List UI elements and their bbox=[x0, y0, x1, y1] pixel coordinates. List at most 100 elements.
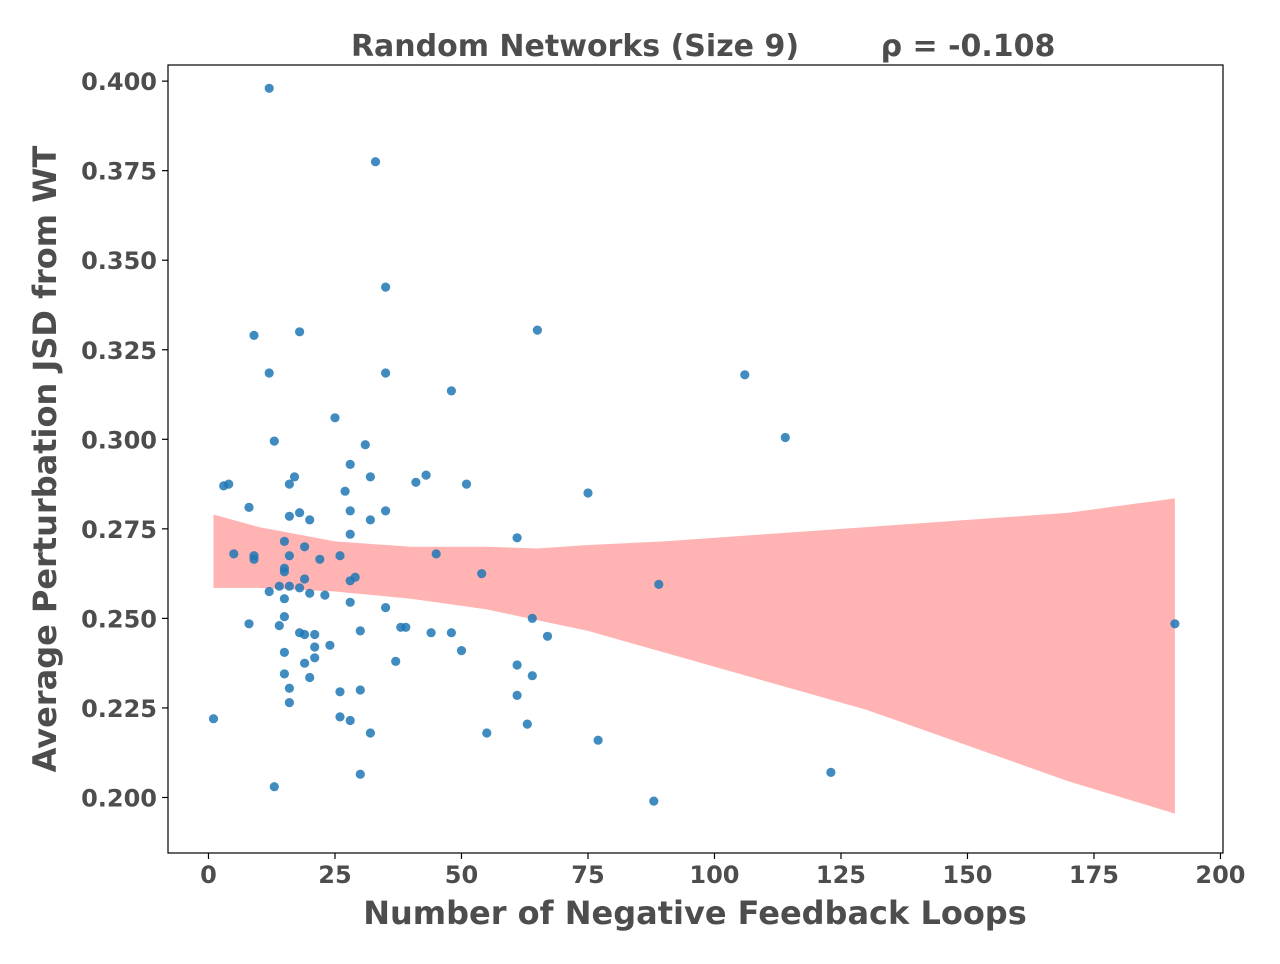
data-point bbox=[269, 782, 279, 792]
data-point bbox=[295, 583, 305, 593]
data-point bbox=[740, 370, 750, 380]
data-point bbox=[300, 542, 310, 552]
data-point bbox=[244, 502, 254, 512]
y-tick-label: 0.250 bbox=[81, 605, 157, 633]
data-point bbox=[305, 515, 315, 525]
data-point bbox=[284, 479, 294, 489]
data-point bbox=[284, 581, 294, 591]
data-point bbox=[300, 574, 310, 584]
data-point bbox=[279, 567, 289, 577]
data-point bbox=[370, 157, 381, 167]
data-point bbox=[512, 533, 522, 543]
x-tick-label: 0 bbox=[200, 861, 217, 889]
data-point bbox=[300, 629, 310, 640]
data-point bbox=[269, 436, 279, 446]
data-point bbox=[224, 479, 234, 489]
y-tick-label: 0.200 bbox=[81, 784, 157, 812]
x-axis-ticks: 0 25 50 75 100 125 150 175 200 bbox=[200, 853, 1246, 889]
data-point bbox=[381, 506, 391, 516]
data-point bbox=[780, 432, 790, 443]
data-point bbox=[593, 735, 603, 745]
data-point bbox=[391, 656, 401, 667]
y-tick-label: 0.225 bbox=[81, 695, 157, 723]
data-point bbox=[284, 551, 294, 561]
data-point bbox=[527, 671, 537, 681]
data-point bbox=[279, 669, 289, 679]
data-point bbox=[381, 282, 391, 292]
data-point bbox=[345, 459, 355, 469]
data-point bbox=[335, 687, 345, 697]
correlation-annotation: ρ = -0.108 bbox=[881, 29, 1056, 64]
x-tick-label: 200 bbox=[1195, 861, 1245, 889]
data-point bbox=[345, 506, 355, 516]
data-point bbox=[305, 588, 315, 598]
data-point bbox=[264, 586, 274, 597]
data-point bbox=[350, 572, 360, 582]
confidence-band-layer bbox=[213, 498, 1175, 814]
data-point bbox=[826, 767, 836, 778]
data-point bbox=[401, 622, 411, 632]
data-point bbox=[421, 470, 431, 480]
data-point bbox=[284, 683, 294, 693]
data-point bbox=[355, 769, 365, 779]
data-point bbox=[274, 581, 284, 591]
data-point bbox=[355, 685, 365, 695]
y-tick-label: 0.300 bbox=[81, 426, 157, 454]
data-point bbox=[1170, 619, 1180, 629]
data-point bbox=[527, 613, 537, 624]
data-point bbox=[355, 626, 365, 636]
data-point bbox=[249, 330, 259, 340]
data-point bbox=[365, 515, 375, 525]
data-point bbox=[365, 728, 375, 738]
data-point bbox=[208, 714, 219, 724]
data-point bbox=[330, 413, 340, 423]
y-tick-label: 0.325 bbox=[81, 337, 157, 365]
data-point bbox=[249, 554, 259, 564]
data-point bbox=[284, 698, 294, 708]
data-point bbox=[477, 569, 487, 579]
x-tick-label: 50 bbox=[445, 861, 478, 889]
y-tick-label: 0.350 bbox=[81, 247, 157, 275]
data-point bbox=[345, 597, 355, 607]
data-point bbox=[289, 472, 300, 482]
data-point bbox=[446, 386, 456, 396]
data-point bbox=[229, 549, 239, 559]
y-tick-label: 0.400 bbox=[81, 68, 157, 96]
data-point bbox=[512, 690, 522, 701]
data-point bbox=[512, 660, 522, 670]
confidence-band bbox=[213, 498, 1175, 814]
plot-frame bbox=[167, 64, 1224, 854]
data-point bbox=[482, 728, 492, 738]
data-point bbox=[279, 647, 289, 658]
x-tick-label: 125 bbox=[816, 861, 866, 889]
data-point bbox=[279, 594, 289, 604]
x-tick-label: 75 bbox=[571, 861, 604, 889]
data-point bbox=[532, 325, 543, 335]
data-point bbox=[320, 590, 330, 600]
data-point bbox=[583, 488, 593, 498]
data-point bbox=[360, 440, 370, 450]
data-point bbox=[411, 477, 421, 487]
data-point bbox=[340, 486, 350, 496]
data-point bbox=[295, 327, 305, 337]
y-tick-label: 0.375 bbox=[81, 158, 157, 186]
data-point bbox=[325, 640, 335, 650]
data-point bbox=[381, 368, 391, 378]
data-point bbox=[461, 479, 472, 489]
data-point bbox=[456, 646, 467, 656]
y-axis-ticks: 0.200 0.225 0.250 0.275 0.300 0.325 0.350 0.375… bbox=[81, 68, 168, 812]
data-point bbox=[426, 628, 436, 638]
data-point bbox=[335, 712, 345, 722]
x-tick-label: 100 bbox=[689, 861, 739, 889]
data-point bbox=[315, 554, 325, 564]
data-point bbox=[310, 653, 320, 663]
x-tick-label: 175 bbox=[1069, 861, 1119, 889]
data-point bbox=[274, 621, 284, 631]
y-tick-label: 0.275 bbox=[81, 516, 157, 544]
data-point bbox=[431, 549, 441, 559]
data-point bbox=[305, 672, 315, 683]
data-point bbox=[295, 508, 305, 518]
data-point bbox=[446, 628, 456, 638]
